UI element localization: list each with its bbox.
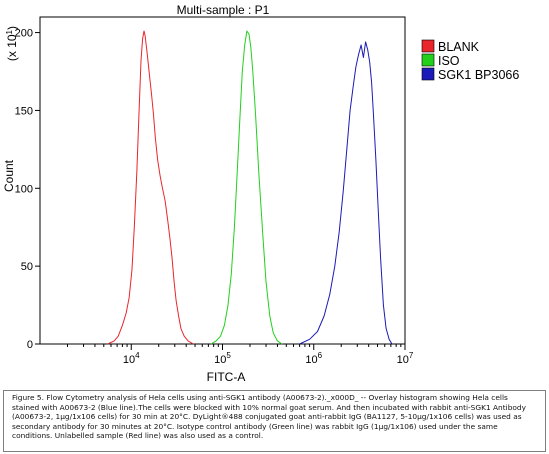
y-axis-label: Count	[2, 159, 16, 192]
histogram-series	[107, 30, 393, 345]
legend-swatch-blank	[421, 39, 435, 53]
x-tick-base: 10	[305, 354, 317, 366]
legend-swatch-sgk1-bp3066	[421, 67, 435, 81]
y-axis-multiplier: (x 101)	[5, 26, 20, 61]
y-tick-label: 200	[15, 28, 33, 40]
chart-title: Multi-sample : P1	[177, 3, 270, 17]
x-tick-base: 10	[214, 354, 226, 366]
legend-label-sgk1-bp3066: SGK1 BP3066	[438, 68, 519, 82]
x-tick-label: 104	[123, 351, 140, 366]
x-axis-ticks: 104 105 106 107	[66, 344, 414, 366]
flow-cytometry-histogram: Multi-sample : P1 (x 101) Count FITC-A 0…	[2, 3, 519, 384]
series-line-blank	[107, 30, 194, 345]
y-tick-label: 100	[15, 183, 33, 195]
figure-caption: Figure 5. Flow Cytometry analysis of Hel…	[3, 390, 546, 452]
x-tick-base: 10	[397, 354, 409, 366]
legend-label-blank: BLANK	[438, 40, 480, 54]
x-tick-label: 107	[397, 351, 414, 366]
y-tick-label: 0	[27, 339, 33, 351]
series-line-sgk1-bp3066	[299, 41, 393, 345]
x-tick-label: 106	[305, 351, 322, 366]
legend-label-iso: ISO	[438, 54, 460, 68]
x-tick-exponent: 5	[226, 351, 231, 360]
series-line-iso	[210, 30, 283, 345]
y-tick-label: 150	[15, 105, 33, 117]
y-multiplier-close: )	[5, 26, 19, 30]
x-tick-base: 10	[123, 354, 135, 366]
legend-swatch-iso	[421, 53, 435, 67]
y-multiplier-base: (x 10	[5, 34, 19, 61]
plot-frame	[39, 16, 406, 345]
y-axis-ticks: 0 50 100 150 200	[15, 28, 40, 351]
x-tick-exponent: 4	[135, 351, 140, 360]
y-multiplier-exp: 1	[5, 29, 14, 34]
y-tick-label: 50	[21, 261, 33, 273]
x-tick-exponent: 7	[409, 351, 414, 360]
x-tick-label: 105	[214, 351, 231, 366]
x-tick-exponent: 6	[318, 351, 323, 360]
x-axis-label: FITC-A	[207, 370, 246, 384]
